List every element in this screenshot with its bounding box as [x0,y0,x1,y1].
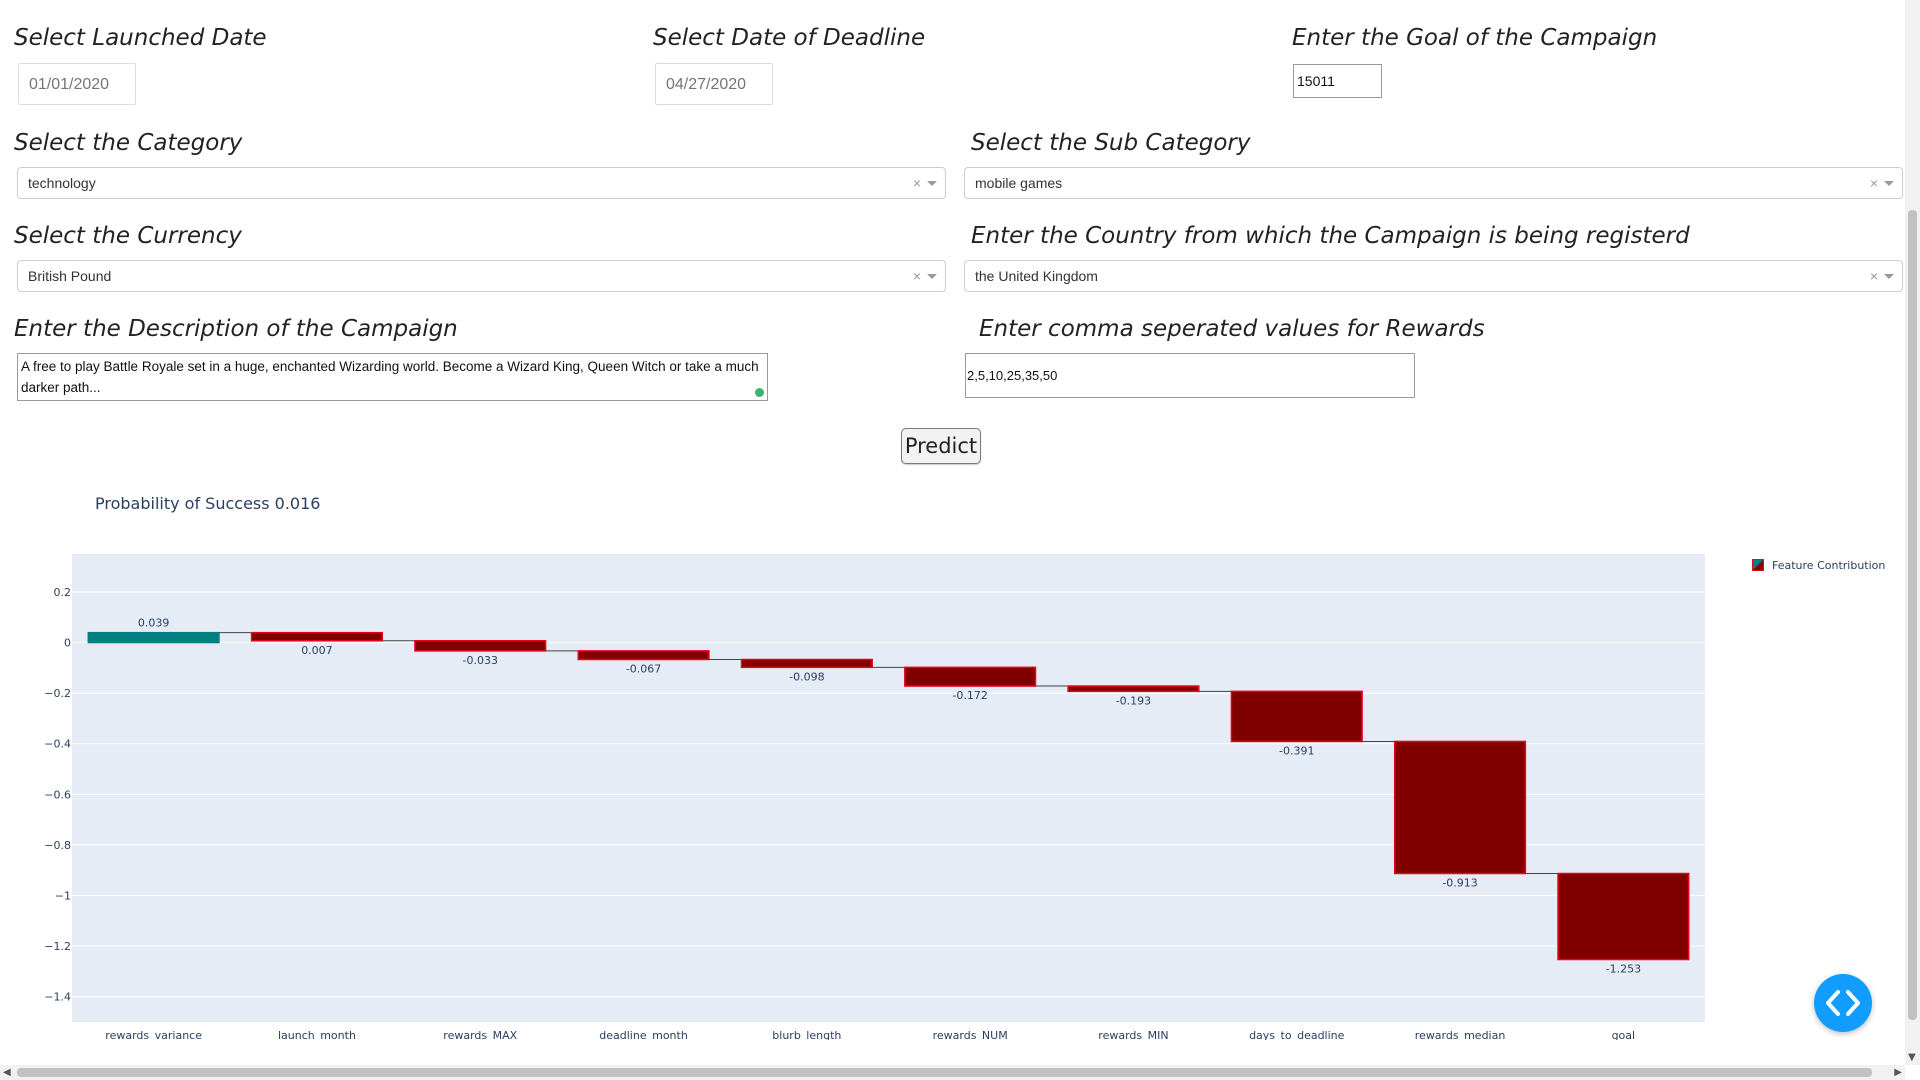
deadline-date-input[interactable]: 04/27/2020 [655,63,773,105]
data-label: -1.253 [1606,963,1641,976]
description-text: A free to play Battle Royale set in a hu… [21,359,759,395]
data-label: -0.033 [463,654,498,667]
launched-date-input[interactable]: 01/01/2020 [18,63,136,105]
goal-input[interactable]: 15011 [1293,64,1382,98]
data-label: 0.007 [301,644,333,657]
bar-blurb_length [740,658,873,669]
code-brackets-icon [1826,990,1860,1016]
bar-rewards_NUM [904,666,1037,687]
subcategory-value: mobile games [975,175,1063,191]
country-label: Enter the Country from which the Campaig… [971,223,1690,249]
scroll-right-arrow-icon[interactable]: ▶ [1894,1067,1902,1078]
resize-handle-icon[interactable] [755,388,764,397]
legend-swatch [1752,559,1764,571]
y-tick-label: −1.4 [44,991,71,1004]
y-tick-label: −1 [55,890,71,903]
waterfall-chart: 0.2 0 −0.2 −0.4 −0.6 −0.8 −1 −1.2 −1.4 0.039 rewar… [44,554,1705,1040]
horizontal-scrollbar[interactable]: ◀ ▶ [0,1065,1905,1080]
vertical-scroll-thumb[interactable] [1908,210,1917,1020]
data-label: -0.391 [1279,744,1314,757]
x-tick-label: deadline_month [599,1029,688,1040]
category-label: Select the Category [14,130,243,156]
y-tick-label: −0.2 [44,687,71,700]
data-label: -0.193 [1116,694,1151,707]
data-label: -0.067 [626,662,661,675]
x-tick-label: rewards_MIN [1098,1029,1168,1040]
goal-label: Enter the Goal of the Campaign [1292,25,1658,51]
y-tick-label: 0.2 [54,586,72,599]
bar-goal [1557,872,1690,961]
clear-icon[interactable]: × [1869,268,1878,284]
currency-dropdown[interactable]: British Pound × [17,260,946,292]
category-dropdown[interactable]: technology × [17,167,946,199]
description-textarea[interactable]: A free to play Battle Royale set in a hu… [17,353,768,401]
data-label: 0.039 [138,617,170,630]
bar-rewards_variance [87,631,220,644]
country-dropdown[interactable]: the United Kingdom × [964,260,1903,292]
category-value: technology [28,175,96,191]
bar-rewards_MAX [414,640,547,652]
x-tick-label: days_to_deadline [1249,1029,1345,1040]
rewards-input[interactable]: 2,5,10,25,35,50 [965,353,1415,398]
scroll-left-arrow-icon[interactable]: ◀ [3,1067,11,1078]
predict-button[interactable]: Predict [901,428,981,464]
y-tick-label: −0.4 [44,738,71,751]
country-value: the United Kingdom [975,268,1098,284]
debug-toggle-button[interactable] [1814,974,1872,1032]
currency-label: Select the Currency [14,223,242,249]
x-tick-label: rewards_variance [105,1029,202,1040]
x-tick-label: blurb_length [772,1029,841,1040]
description-label: Enter the Description of the Campaign [14,316,458,342]
y-tick-label: −0.8 [44,839,71,852]
data-label: -0.172 [952,689,987,702]
deadline-date-label: Select Date of Deadline [653,25,926,51]
bar-rewards_median [1393,740,1527,875]
x-tick-label: rewards_median [1415,1029,1506,1040]
currency-value: British Pound [28,268,112,284]
scroll-down-arrow-icon[interactable]: ▼ [1908,1052,1916,1063]
chevron-down-icon[interactable] [1884,181,1894,186]
x-tick-label: rewards_MAX [443,1029,517,1040]
y-tick-label: 0 [64,637,71,650]
y-tick-label: −1.2 [44,940,71,953]
y-tick-label: −0.6 [44,788,71,801]
clear-icon[interactable]: × [1869,175,1878,191]
clear-icon[interactable]: × [912,175,921,191]
data-label: -0.098 [789,670,824,683]
x-tick-label: goal [1612,1029,1636,1040]
horizontal-scroll-thumb[interactable] [17,1068,1872,1077]
subcategory-dropdown[interactable]: mobile games × [964,167,1903,199]
chevron-down-icon[interactable] [927,274,937,279]
data-label: -0.913 [1442,877,1477,890]
rewards-label: Enter comma seperated values for Rewards [979,316,1485,342]
x-tick-label: rewards_NUM [933,1029,1008,1040]
probability-title: Probability of Success 0.016 [95,494,321,513]
chevron-down-icon[interactable] [1884,274,1894,279]
bar-deadline_month [577,650,710,661]
launched-date-label: Select Launched Date [14,25,267,51]
chart-legend[interactable]: Feature Contribution [1752,559,1885,572]
subcategory-label: Select the Sub Category [971,130,1251,156]
bar-launch_month [250,631,384,642]
bar-rewards_MIN [1067,685,1200,693]
chevron-down-icon[interactable] [927,181,937,186]
bar-days_to_deadline [1230,690,1363,743]
x-tick-label: launch_month [278,1029,356,1040]
legend-label: Feature Contribution [1772,559,1886,572]
vertical-scrollbar[interactable]: ▼ [1905,0,1920,1065]
clear-icon[interactable]: × [912,268,921,284]
